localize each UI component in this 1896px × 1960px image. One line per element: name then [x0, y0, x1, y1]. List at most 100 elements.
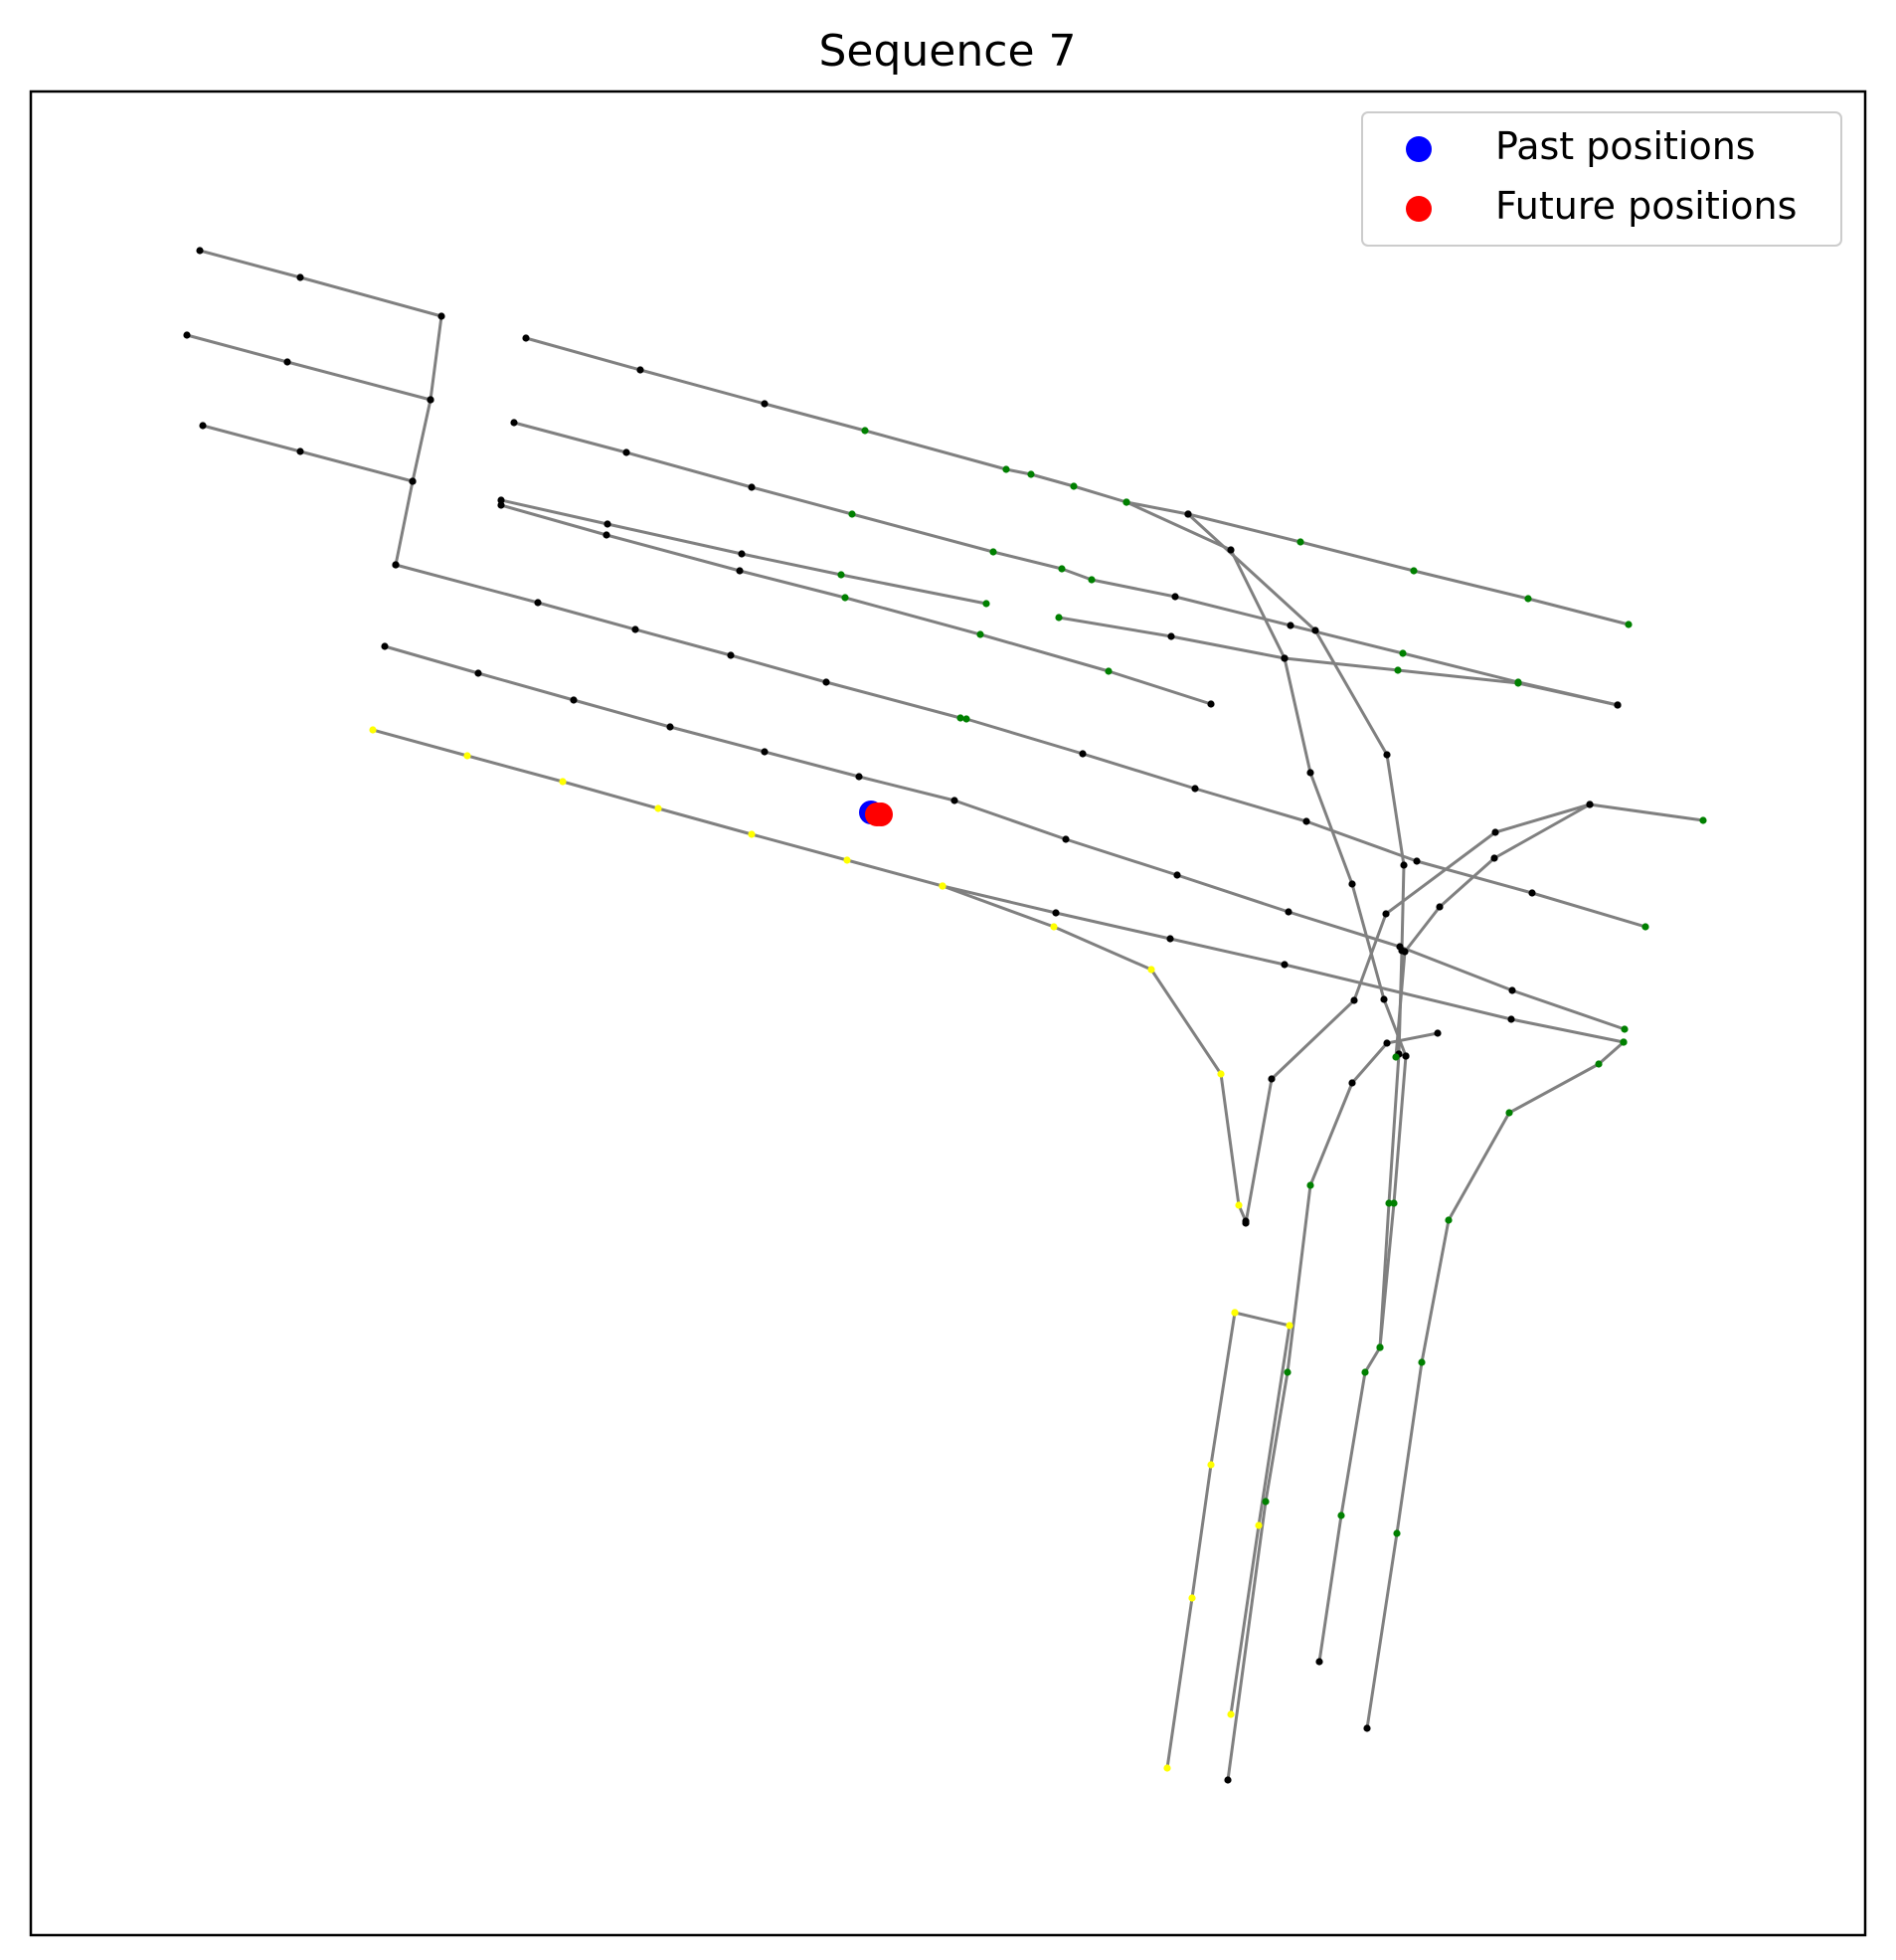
lane-node — [1088, 576, 1096, 584]
lane-node — [736, 567, 744, 575]
lane-node — [534, 599, 542, 607]
lane-node — [427, 396, 434, 404]
lane-node — [409, 477, 417, 485]
lane-node — [1595, 1060, 1603, 1068]
lane-node — [666, 723, 674, 731]
lane-node — [1699, 816, 1707, 824]
lane-node — [761, 748, 769, 756]
lane-node — [1620, 1038, 1628, 1046]
lane-node — [1167, 632, 1175, 640]
lane-node — [1268, 1075, 1276, 1083]
lane-node — [1050, 923, 1058, 931]
legend-box — [1361, 111, 1842, 247]
lane-node — [1393, 1529, 1401, 1537]
lane-node — [837, 571, 845, 579]
lane-node — [1262, 1498, 1270, 1506]
lane-node — [497, 501, 505, 509]
lane-node — [843, 856, 851, 864]
lane-node — [654, 804, 662, 812]
lane-node — [1173, 871, 1181, 879]
lane-node — [1401, 948, 1409, 956]
lane-node — [1361, 1368, 1369, 1376]
lane-node — [1166, 935, 1174, 943]
lane-node — [1207, 700, 1215, 708]
lane-node — [1302, 817, 1310, 825]
lane-node — [1413, 857, 1421, 865]
lane-line-22 — [1165, 1312, 1237, 1769]
lane-node — [1399, 649, 1407, 657]
lane-node — [1434, 1029, 1442, 1037]
lane-node — [1382, 910, 1390, 918]
future-position-point — [869, 802, 893, 826]
lane-node — [1058, 565, 1066, 573]
lane-node — [1055, 614, 1063, 622]
lane-node — [956, 714, 964, 722]
lane-node — [1207, 1461, 1215, 1469]
lane-node — [283, 358, 291, 366]
lane-node — [369, 726, 377, 734]
lane-node — [855, 773, 863, 781]
lane-line-1 — [199, 249, 443, 566]
lane-node — [296, 447, 304, 455]
lane-node — [392, 561, 400, 569]
lane-line-15 — [1317, 1055, 1408, 1663]
legend-past-label: Past positions — [1495, 124, 1756, 168]
lane-node — [1235, 1201, 1243, 1209]
lane-node — [631, 625, 639, 633]
lane-node — [982, 600, 990, 608]
lane-node — [1105, 667, 1113, 675]
lane-node — [1296, 538, 1304, 546]
lane-node — [1363, 1724, 1371, 1732]
lane-node — [1191, 785, 1199, 793]
lane-node — [1315, 1658, 1323, 1666]
lane-node — [1231, 1309, 1239, 1317]
legend: Past positions Future positions — [1361, 111, 1842, 247]
lane-node — [474, 669, 482, 677]
lane-node — [1284, 1368, 1292, 1376]
lane-node — [497, 496, 505, 504]
lane-node — [196, 247, 204, 255]
lane-node — [1070, 482, 1078, 490]
lane-node — [738, 550, 746, 558]
lane-node — [1436, 903, 1444, 911]
lane-node — [296, 273, 304, 281]
lane-node — [1281, 654, 1289, 662]
lane-node — [1507, 1015, 1515, 1023]
lane-node — [1418, 1358, 1426, 1366]
lane-node — [848, 510, 856, 518]
lane-line-21 — [1229, 1311, 1292, 1715]
legend-past-marker — [1406, 136, 1432, 162]
lane-node — [510, 419, 518, 427]
lane-node — [748, 483, 756, 491]
lane-node — [962, 715, 970, 723]
lane-node — [463, 752, 471, 760]
lane-node — [437, 312, 445, 320]
lane-node — [1410, 567, 1418, 575]
lane-node — [1402, 1052, 1410, 1060]
lane-node — [1400, 861, 1408, 869]
lane-node — [1586, 801, 1594, 808]
lane-node — [1383, 751, 1391, 759]
lane-line-10 — [372, 728, 1625, 1044]
lane-node — [841, 594, 849, 602]
lane-node — [622, 448, 630, 456]
lane-node — [1491, 828, 1499, 836]
lane-node — [1524, 595, 1532, 603]
lane-node — [989, 548, 997, 556]
lane-node — [976, 630, 984, 638]
lane-node — [861, 427, 869, 435]
plot-area — [29, 89, 1867, 1937]
lane-node — [1163, 1764, 1171, 1772]
lane-node — [1306, 1181, 1314, 1189]
lane-graph — [183, 247, 1707, 1784]
lane-node — [1614, 701, 1622, 709]
lane-node — [1062, 835, 1070, 843]
lane-node — [1390, 1199, 1398, 1207]
lane-node — [1445, 1216, 1453, 1224]
lane-node — [1255, 1521, 1263, 1529]
lane-node — [1376, 1343, 1384, 1351]
lane-node — [1505, 1109, 1513, 1117]
lane-node — [1337, 1512, 1345, 1519]
lane-node — [1287, 622, 1294, 629]
